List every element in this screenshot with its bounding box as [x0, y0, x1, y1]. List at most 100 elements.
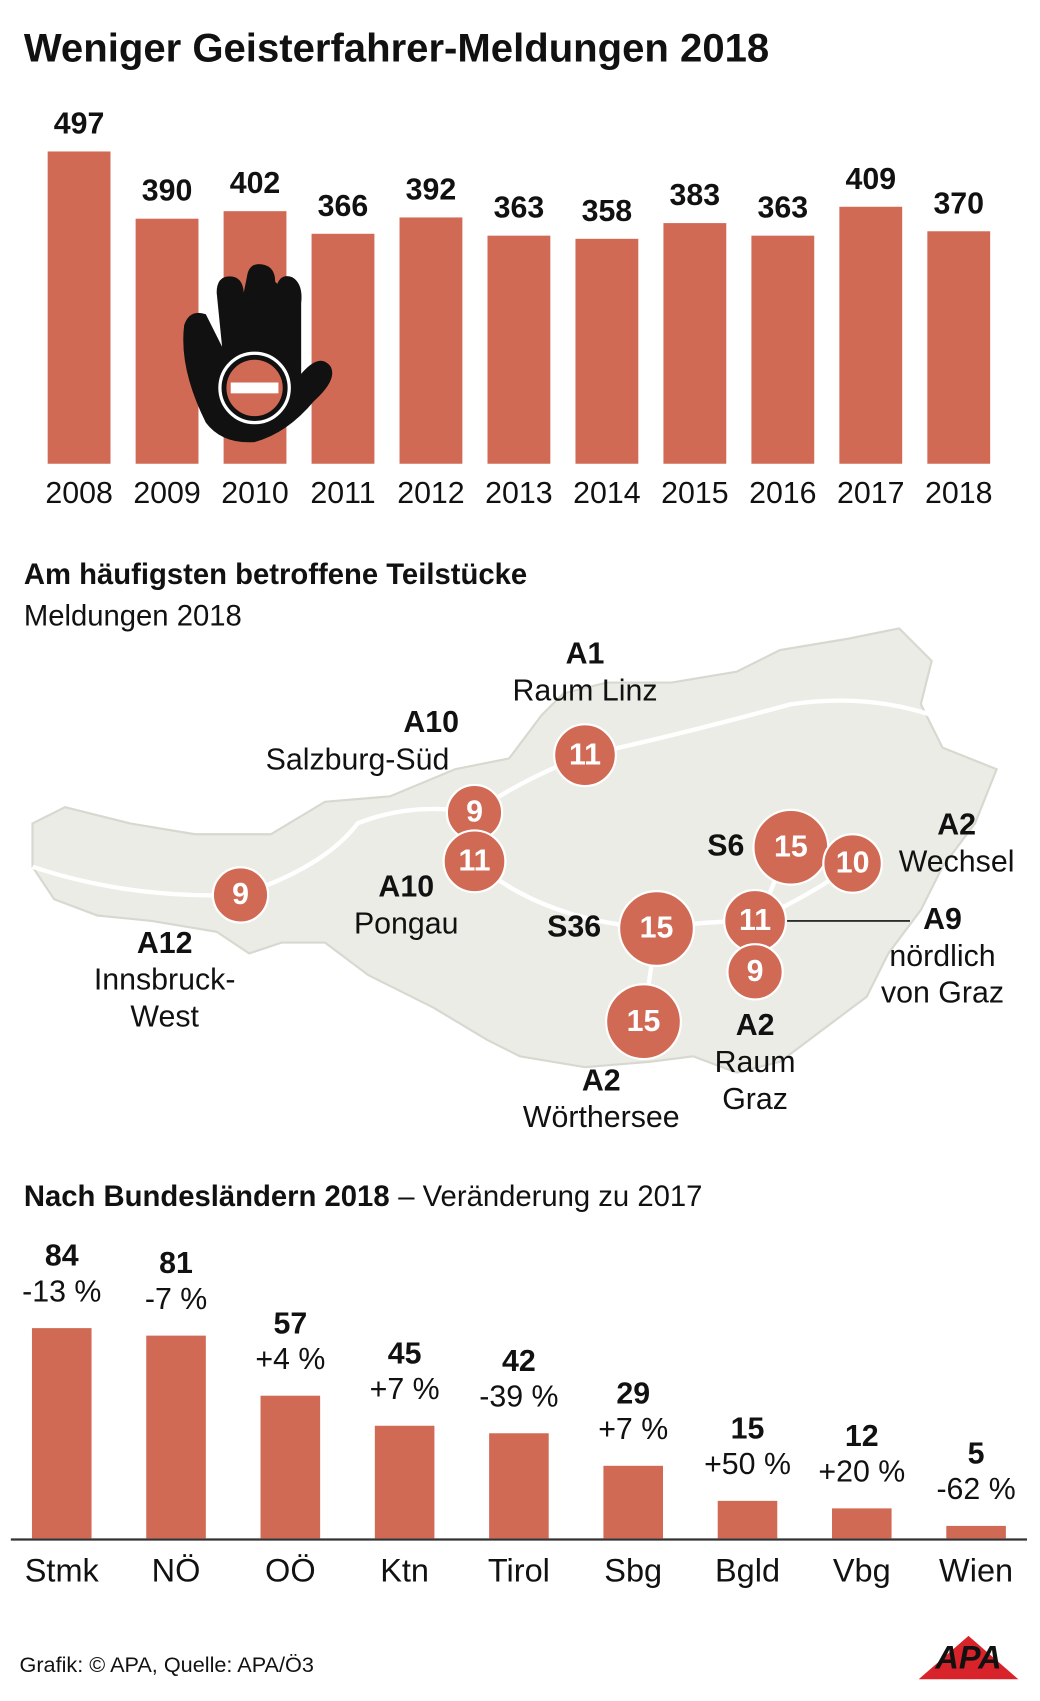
- change-label: -39 %: [479, 1381, 558, 1414]
- marker-value: 10: [836, 847, 870, 880]
- road-label: A12: [137, 927, 193, 960]
- marker-value: 15: [774, 830, 808, 863]
- x-tick-label: 2009: [133, 477, 200, 510]
- road-label: A9: [923, 903, 962, 936]
- road-label: A10: [403, 706, 459, 739]
- x-tick-label: Sbg: [604, 1553, 662, 1589]
- x-tick-label: Ktn: [380, 1553, 429, 1589]
- place-label: Wörthersee: [523, 1101, 680, 1134]
- x-tick-label: 2011: [310, 477, 375, 510]
- x-tick-label: 2016: [749, 477, 816, 510]
- marker: [553, 723, 617, 788]
- x-tick-label: 2014: [573, 477, 640, 510]
- change-label: -62 %: [936, 1473, 1015, 1506]
- value-label: 12: [845, 1420, 879, 1453]
- marker: [822, 833, 883, 894]
- x-tick-label: 2018: [925, 477, 992, 510]
- bar: [311, 233, 375, 464]
- map-subtitle: Meldungen 2018: [24, 600, 242, 632]
- marker: [211, 866, 270, 924]
- value-label: 5: [968, 1437, 985, 1470]
- value-label: 29: [616, 1377, 650, 1410]
- marker: [726, 943, 784, 1001]
- chart2-subtitle: – Veränderung zu 2017: [398, 1181, 702, 1213]
- bar: [663, 223, 727, 464]
- bar: [489, 1433, 549, 1539]
- logo: APA: [934, 1639, 1001, 1675]
- x-tick-label: 2013: [485, 477, 552, 510]
- bar: [47, 151, 111, 464]
- marker: [442, 829, 507, 894]
- place-label: nördlich: [889, 940, 995, 973]
- bar: [374, 1425, 435, 1539]
- value-label: 363: [494, 192, 545, 225]
- marker: [605, 983, 682, 1061]
- x-tick-label: Stmk: [25, 1553, 100, 1589]
- bar: [839, 206, 903, 464]
- marker-value: 11: [569, 738, 601, 771]
- value-label: 497: [54, 107, 105, 140]
- bar: [927, 231, 991, 464]
- bar: [31, 1328, 92, 1539]
- x-tick-label: OÖ: [265, 1553, 316, 1589]
- chart2-title: Nach Bundesländern 2018: [24, 1181, 390, 1213]
- change-label: +50 %: [704, 1448, 791, 1481]
- bar: [603, 1465, 663, 1539]
- value-label: 383: [670, 179, 721, 212]
- x-tick-label: Bgld: [715, 1553, 780, 1589]
- title: Weniger Geisterfahrer-Meldungen 2018: [24, 27, 769, 71]
- value-label: 15: [731, 1412, 765, 1445]
- x-tick-label: 2012: [397, 477, 464, 510]
- change-label: +4 %: [255, 1343, 325, 1376]
- value-label: 81: [159, 1247, 193, 1280]
- value-label: 370: [933, 187, 984, 220]
- road-label: A1: [566, 638, 605, 671]
- value-label: 363: [758, 192, 809, 225]
- x-tick-label: 2017: [837, 477, 904, 510]
- marker-value: 15: [640, 912, 674, 945]
- place-label: Innsbruck-: [94, 964, 236, 997]
- value-label: 392: [406, 173, 457, 206]
- x-tick-label: NÖ: [152, 1553, 201, 1589]
- place-label: von Graz: [881, 977, 1004, 1010]
- x-tick-label: Vbg: [833, 1553, 891, 1589]
- x-tick-label: 2010: [221, 477, 288, 510]
- map-title: Am häufigsten betroffene Teilstücke: [24, 559, 527, 591]
- road-label: A10: [378, 870, 434, 903]
- change-label: -7 %: [145, 1283, 207, 1316]
- change-label: -13 %: [22, 1275, 101, 1308]
- bar: [399, 217, 463, 464]
- bar: [946, 1525, 1006, 1539]
- value-label: 57: [273, 1307, 307, 1340]
- x-tick-label: 2008: [45, 477, 112, 510]
- bar: [575, 238, 639, 464]
- change-label: +20 %: [818, 1456, 905, 1489]
- chart2-heading: Nach Bundesländern 2018– Veränderung zu …: [24, 1181, 703, 1213]
- value-label: 45: [388, 1337, 422, 1370]
- road-label: A2: [937, 809, 976, 842]
- place-label: Graz: [722, 1083, 788, 1116]
- bar: [146, 1335, 206, 1539]
- place-label: Wechsel: [899, 846, 1015, 879]
- value-label: 358: [582, 195, 633, 228]
- place-label: Pongau: [354, 907, 459, 940]
- place-label: Raum Linz: [513, 674, 658, 707]
- footer-credit: Grafik: © APA, Quelle: APA/Ö3: [19, 1652, 313, 1677]
- x-tick-label: 2015: [661, 477, 728, 510]
- marker-value: 9: [232, 878, 249, 911]
- road-label: A2: [582, 1064, 621, 1097]
- road-label: S36: [547, 911, 601, 944]
- marker-value: 11: [458, 844, 490, 877]
- marker-value: 9: [466, 796, 483, 829]
- change-label: +7 %: [598, 1413, 668, 1446]
- logo-mark: [918, 1635, 1019, 1680]
- bar: [717, 1500, 778, 1539]
- value-label: 84: [45, 1240, 79, 1273]
- x-tick-label: Wien: [939, 1553, 1013, 1589]
- place-label: West: [130, 1000, 199, 1033]
- bar: [751, 235, 815, 464]
- place-label: Raum: [715, 1046, 796, 1079]
- value-label: 42: [502, 1345, 536, 1378]
